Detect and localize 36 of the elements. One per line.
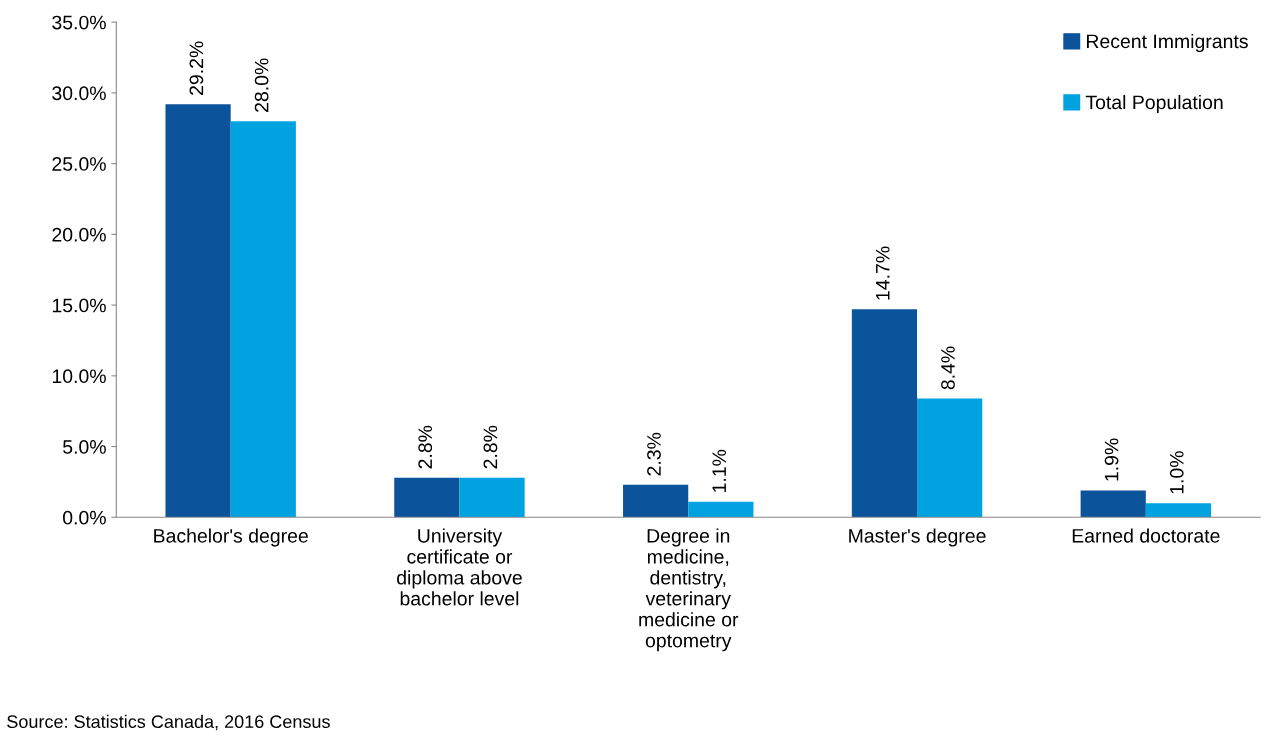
data-label: 14.7%: [875, 246, 890, 300]
data-label: 2.8%: [483, 425, 498, 469]
y-tick-label: 15.0%: [52, 298, 106, 313]
y-tick-label: 35.0%: [52, 15, 106, 30]
y-tick-label: 10.0%: [52, 369, 106, 384]
bar: [230, 121, 296, 518]
bar: [851, 309, 918, 518]
data-label: 28.0%: [254, 58, 269, 112]
legend-label: Recent Immigrants: [1086, 33, 1248, 53]
x-tick-label: Degree in medicine, dentistry, veterinary medicine or optometry: [639, 528, 739, 652]
bar: [459, 477, 525, 518]
y-tick-label: 5.0%: [63, 440, 106, 454]
data-label: 2.3%: [647, 432, 661, 476]
bar: [1080, 490, 1146, 518]
bar: [394, 477, 460, 518]
bar: [165, 104, 231, 518]
y-tick-label: 0.0%: [63, 510, 106, 525]
y-tick-label: 30.0%: [52, 86, 106, 101]
y-tick-label: 20.0%: [52, 227, 106, 242]
data-label: 2.8%: [418, 425, 433, 469]
bar: [688, 501, 754, 518]
x-tick-label: Bachelor's degree: [154, 528, 308, 547]
bar: [1145, 503, 1212, 518]
data-label: 8.4%: [941, 346, 955, 390]
x-tick-label: Master's degree: [849, 528, 986, 547]
data-label: 1.1%: [712, 449, 726, 492]
legend-label: Total Population: [1085, 94, 1223, 114]
y-tick-label: 25.0%: [52, 157, 106, 171]
source-note: Source: Statistics Canada, 2016 Census: [7, 714, 330, 731]
data-label: 29.2%: [189, 41, 204, 95]
bar: [623, 484, 689, 518]
data-label: 1.0%: [1169, 451, 1184, 494]
data-label: 1.9%: [1104, 438, 1119, 481]
bar: [917, 398, 983, 518]
x-tick-label: University certificate or diploma above bachelor level: [397, 528, 522, 606]
x-tick-label: Earned doctorate: [1072, 528, 1220, 543]
